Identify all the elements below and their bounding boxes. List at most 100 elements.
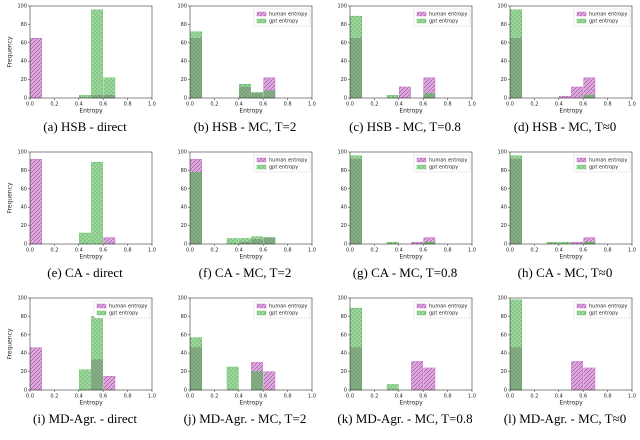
x-tick-label: 0.8 <box>124 102 132 108</box>
bar <box>103 237 116 245</box>
legend-box <box>413 154 471 173</box>
y-tick-label: 60 <box>181 186 187 192</box>
legend-label: human entropy <box>429 304 467 310</box>
plot-frame <box>189 297 313 391</box>
x-axis-label: Entropy <box>239 108 263 115</box>
x-tick-label: 0.8 <box>284 102 292 108</box>
x-tick-label: 0.0 <box>506 248 514 254</box>
x-tick-label: 0.0 <box>26 394 34 400</box>
y-tick-label: 80 <box>501 314 507 320</box>
y-tick-label: 0 <box>184 388 187 394</box>
legend-box <box>413 300 471 319</box>
x-axis-label: Entropy <box>239 400 263 407</box>
y-tick-label: 80 <box>501 22 507 28</box>
subplot-caption: (e) CA - direct <box>47 265 123 280</box>
x-tick-label: 0.2 <box>530 248 538 254</box>
legend-label: gpt entropy <box>589 311 618 317</box>
bar <box>583 367 596 391</box>
x-axis-label: Entropy <box>559 400 583 407</box>
y-tick-label: 20 <box>501 223 507 229</box>
bar <box>91 161 104 245</box>
plot-frame <box>349 297 473 391</box>
legend-label: human entropy <box>589 158 627 164</box>
y-tick-label: 20 <box>181 77 187 83</box>
x-tick-label: 0.2 <box>370 394 378 400</box>
y-tick-label: 100 <box>337 296 347 302</box>
x-tick-label: 1.0 <box>308 248 316 254</box>
y-tick-label: 80 <box>21 168 27 174</box>
plot-frame <box>349 151 473 245</box>
y-tick-label: 40 <box>181 351 187 357</box>
subplot: 0 20 40 60 80 100 0.0 0.2 0.4 0.6 0.8 1.0 Entropy hum… <box>497 296 636 426</box>
x-tick-label: 1.0 <box>148 394 156 400</box>
subplot: 0 20 40 60 80 100 0.0 0.2 0.4 0.6 0.8 1.0 Entropy hum… <box>177 296 316 426</box>
y-tick-label: 100 <box>497 296 507 302</box>
bar <box>91 9 104 99</box>
legend-label: human entropy <box>589 304 627 310</box>
x-tick-label: 0.2 <box>530 102 538 108</box>
x-tick-label: 0.0 <box>506 102 514 108</box>
x-tick-label: 1.0 <box>308 102 316 108</box>
subplot-caption: (h) CA - MC, T≈0 <box>518 265 613 280</box>
y-tick-label: 80 <box>181 168 187 174</box>
legend-label: gpt entropy <box>109 311 138 317</box>
subplot: 0 20 40 60 80 100 0.0 0.2 0.4 0.6 0.8 1.0 Entropy hum… <box>337 150 476 280</box>
x-axis-label: Entropy <box>79 400 103 407</box>
y-tick-label: 100 <box>17 4 27 10</box>
y-tick-label: 0 <box>24 388 27 394</box>
x-tick-label: 0.4 <box>395 102 403 108</box>
y-tick-label: 80 <box>341 22 347 28</box>
legend-swatch <box>96 310 107 316</box>
bar <box>226 238 239 245</box>
y-tick-label: 60 <box>501 40 507 46</box>
legend-label: human entropy <box>429 12 467 18</box>
y-tick-label: 40 <box>341 351 347 357</box>
subplot: 0 20 40 60 80 100 0.0 0.2 0.4 0.6 0.8 1.0 Entropy Fre… <box>7 150 156 280</box>
subplot-caption: (j) MD-Agr. - MC, T=2 <box>184 411 307 426</box>
x-tick-label: 0.6 <box>419 102 427 108</box>
x-tick-label: 0.8 <box>604 102 612 108</box>
subplot: 0 20 40 60 80 100 0.0 0.2 0.4 0.6 0.8 1.0 Entropy Fre… <box>7 296 156 426</box>
plot-frame <box>29 297 153 391</box>
y-tick-label: 100 <box>177 150 187 156</box>
legend-box <box>253 300 311 319</box>
y-tick-label: 60 <box>21 332 27 338</box>
y-tick-label: 40 <box>341 205 347 211</box>
legend-label: human entropy <box>429 158 467 164</box>
y-tick-label: 0 <box>344 96 347 102</box>
legend-swatch <box>576 164 587 170</box>
x-tick-label: 0.4 <box>75 394 83 400</box>
subplot: 0 20 40 60 80 100 0.0 0.2 0.4 0.6 0.8 1.0 Entropy hum… <box>177 150 316 280</box>
legend-swatch <box>576 310 587 316</box>
y-tick-label: 0 <box>184 96 187 102</box>
bar <box>251 371 263 391</box>
x-tick-label: 0.6 <box>99 102 107 108</box>
bar <box>263 90 276 99</box>
subplot: 0 20 40 60 80 100 0.0 0.2 0.4 0.6 0.8 1.0 Entropy hum… <box>497 4 636 134</box>
x-axis-label: Entropy <box>399 254 423 261</box>
y-axis-label: Frequency <box>7 36 14 67</box>
bar <box>30 347 42 391</box>
legend-swatch <box>416 11 427 17</box>
bar <box>386 95 399 99</box>
bar <box>350 155 362 245</box>
x-tick-label: 0.8 <box>604 248 612 254</box>
legend-box <box>573 8 631 27</box>
x-tick-label: 0.0 <box>186 102 194 108</box>
x-tick-label: 1.0 <box>468 394 476 400</box>
legend-swatch <box>96 303 107 309</box>
subplot-caption: (i) MD-Agr. - direct <box>33 411 137 426</box>
plot-frame <box>509 5 633 99</box>
y-tick-label: 0 <box>184 242 187 248</box>
x-tick-label: 0.0 <box>26 248 34 254</box>
x-axis-label: Entropy <box>399 400 423 407</box>
y-tick-label: 0 <box>24 242 27 248</box>
x-tick-label: 0.0 <box>346 102 354 108</box>
y-tick-label: 80 <box>21 22 27 28</box>
y-tick-label: 20 <box>21 77 27 83</box>
plot-frame <box>349 5 473 99</box>
bar <box>78 232 91 245</box>
legend-label: gpt entropy <box>269 311 298 317</box>
y-tick-label: 20 <box>501 77 507 83</box>
